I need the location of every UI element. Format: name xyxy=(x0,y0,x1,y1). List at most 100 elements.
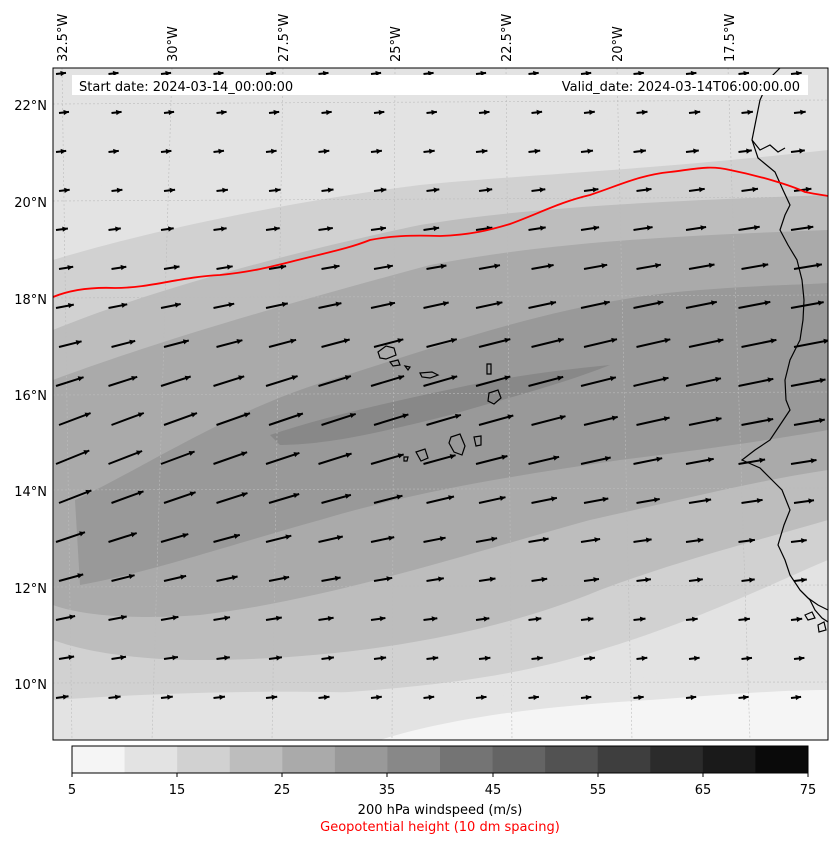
lon-label: 30°W xyxy=(166,26,181,62)
wind-vector-head xyxy=(378,109,385,116)
wind-vector-head xyxy=(798,655,805,662)
wind-vector-head xyxy=(389,301,395,307)
wind-vector-head xyxy=(808,498,814,504)
wind-vector-head xyxy=(762,262,769,268)
wind-vector-head xyxy=(743,694,749,701)
lon-label: 17.5°W xyxy=(723,14,738,62)
wind-vector-head xyxy=(557,337,564,343)
wind-vector-head xyxy=(746,148,752,154)
colorbar-label: 200 hPa windspeed (m/s) xyxy=(358,803,523,818)
wind-vector-head xyxy=(116,187,123,193)
lat-label: 18°N xyxy=(14,293,47,308)
wind-vector-head xyxy=(271,694,278,700)
wind-vector xyxy=(790,301,824,309)
wind-vector-head xyxy=(483,109,490,115)
wind-vector-head xyxy=(535,616,542,622)
wind-vector-head xyxy=(810,458,817,464)
wind-vector-head xyxy=(587,148,593,154)
wind-vector xyxy=(423,375,458,387)
wind-vector-head xyxy=(442,301,449,307)
wind-vector-head xyxy=(327,616,334,622)
wind-vector-head xyxy=(336,535,343,541)
wind-vector xyxy=(741,338,777,348)
wind-vector xyxy=(738,377,774,387)
wind-vector-head xyxy=(610,376,616,382)
island-maio xyxy=(473,435,482,447)
wind-vector xyxy=(688,338,724,348)
wind-vector-head xyxy=(754,225,760,231)
wind-vector xyxy=(475,375,511,387)
colorbar-tick-label: 15 xyxy=(169,783,186,798)
wind-vector-head xyxy=(63,109,69,116)
wind-vector-head xyxy=(640,148,646,154)
wind-vector-head xyxy=(182,339,189,345)
header-strip xyxy=(72,75,808,95)
wind-vector-head xyxy=(480,694,487,700)
colorbar-swatch xyxy=(440,746,494,773)
wind-vector-head xyxy=(664,338,671,344)
wind-vector-head xyxy=(602,496,609,502)
colorbar-swatch xyxy=(72,746,126,773)
colorbar-swatch xyxy=(387,746,441,773)
wind-vector xyxy=(583,338,618,348)
wind-vector-head xyxy=(60,70,66,77)
colorbar-tick-label: 25 xyxy=(274,783,291,798)
graticule xyxy=(53,68,828,740)
wind-vector xyxy=(528,375,564,387)
wind-vector-head xyxy=(115,109,122,116)
wind-vector-head xyxy=(241,492,248,498)
wind-vector-head xyxy=(692,616,698,622)
lon-label: 20°W xyxy=(611,26,626,62)
wind-vector-head xyxy=(276,615,282,621)
wind-vector-head xyxy=(756,498,763,504)
wind-vector-head xyxy=(593,225,600,231)
wind-vector-head xyxy=(749,538,755,544)
wind-vector-head xyxy=(594,537,601,543)
wind-vector-head xyxy=(604,456,611,462)
wind-vector xyxy=(55,449,90,465)
wind-vector-head xyxy=(165,70,171,77)
wind-vector-head xyxy=(819,378,826,384)
wind-vector-head xyxy=(387,264,393,270)
wind-vector-head xyxy=(638,694,644,701)
colorbar-frame xyxy=(71,745,809,774)
wind-vector xyxy=(426,413,462,426)
wind-vector-head xyxy=(224,655,230,661)
wind-vector-head xyxy=(323,148,330,154)
wind-vector-head xyxy=(764,300,771,306)
wind-vector-head xyxy=(69,614,76,620)
wind-vector-head xyxy=(796,70,802,76)
wind-vector-head xyxy=(280,264,287,270)
wind-vector-head xyxy=(501,454,508,460)
wind-vector-head xyxy=(275,187,281,193)
wind-vector-head xyxy=(67,265,74,271)
wind-vector xyxy=(265,451,300,465)
wind-vector-head xyxy=(507,414,514,420)
wind-vector-head xyxy=(114,694,121,700)
wind-vector xyxy=(580,376,617,387)
wind-vector-head xyxy=(593,577,599,583)
wind-vector-head xyxy=(335,301,342,307)
wind-vector-head xyxy=(167,694,173,700)
lon-label: 25°W xyxy=(389,26,404,62)
colorbar-swatches xyxy=(72,746,809,773)
wind-vector xyxy=(321,412,357,426)
wind-vector-head xyxy=(376,694,382,700)
wind-vector-head xyxy=(402,413,409,419)
wind-vector-head xyxy=(129,339,136,345)
wind-vector-head xyxy=(323,694,330,700)
wind-vector-head xyxy=(541,577,548,583)
wind-vector-head xyxy=(796,616,803,622)
wind-vector-head xyxy=(219,694,225,700)
wind-vector-head xyxy=(345,452,352,458)
colorbar-tick-label: 45 xyxy=(485,783,502,798)
wind-vector-head xyxy=(715,376,721,382)
island-sal xyxy=(486,363,492,375)
wind-vector-head xyxy=(274,226,280,232)
wind-vector-head xyxy=(480,70,487,77)
wind-vector-head xyxy=(429,148,435,154)
windspeed-shading xyxy=(53,68,828,740)
island-santa-luzia xyxy=(403,365,411,372)
wind-vector-head xyxy=(62,694,69,700)
island-sao-vicente xyxy=(388,359,401,367)
